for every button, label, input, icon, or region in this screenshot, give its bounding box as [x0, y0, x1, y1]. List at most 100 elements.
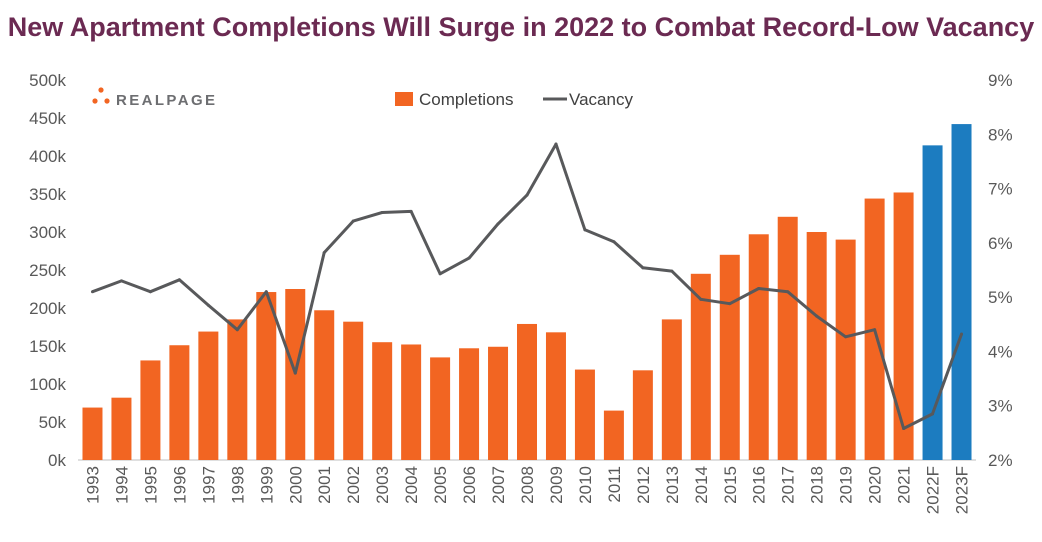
completions-bar [517, 323, 537, 460]
legend-vacancy-label: Vacancy [569, 90, 633, 109]
completions-bar [111, 397, 132, 460]
vacancy-point [902, 427, 906, 431]
x-tick-label: 2017 [779, 466, 798, 504]
left-y-tick-label: 100k [29, 375, 66, 394]
left-y-tick-label: 50k [39, 413, 67, 432]
chart-title: New Apartment Completions Will Surge in … [7, 12, 1035, 42]
right-y-tick-label: 2% [988, 451, 1013, 470]
x-tick-label: 2000 [286, 466, 305, 504]
realpage-logo: REALPAGE [92, 87, 217, 109]
completions-bar [198, 331, 219, 460]
vacancy-point [177, 278, 181, 282]
x-tick-label: 2019 [837, 466, 856, 504]
vacancy-point [351, 219, 355, 223]
vacancy-point [583, 228, 587, 232]
x-tick-label: 2014 [692, 466, 711, 504]
x-tick-label: 1994 [112, 466, 131, 504]
completions-bar [488, 346, 509, 460]
x-tick-label: 2001 [315, 466, 334, 504]
right-y-tick-label: 3% [988, 397, 1013, 416]
right-y-axis: 2% 3% 4% 5% 6% 7% 8% 9% [988, 71, 1013, 470]
x-tick-label: 2010 [576, 466, 595, 504]
x-tick-label: 2023F [953, 466, 972, 514]
completions-bar [603, 410, 624, 460]
completions-bar [430, 357, 451, 460]
left-y-tick-label: 400k [29, 147, 66, 166]
right-y-tick-label: 5% [988, 288, 1013, 307]
vacancy-point [815, 314, 819, 318]
x-tick-label: 1996 [170, 466, 189, 504]
vacancy-point [931, 412, 935, 416]
completions-bar [574, 369, 595, 460]
vacancy-point [148, 290, 152, 294]
vacancy-point [496, 222, 500, 226]
completions-forecast-bar [951, 124, 972, 460]
completions-bar [256, 292, 277, 460]
right-y-tick-label: 9% [988, 71, 1013, 90]
vacancy-point [119, 279, 123, 283]
completions-bar [401, 344, 422, 460]
x-tick-label: 1995 [141, 466, 160, 504]
right-y-tick-label: 4% [988, 342, 1013, 361]
x-tick-label: 2011 [605, 466, 624, 503]
x-tick-label: 2022F [924, 466, 943, 514]
vacancy-point [641, 266, 645, 270]
vacancy-point [438, 272, 442, 276]
completions-bar [459, 348, 480, 460]
vacancy-point [525, 193, 529, 197]
vacancy-point [409, 209, 413, 213]
x-tick-label: 2013 [663, 466, 682, 504]
completions-bar [314, 310, 335, 460]
vacancy-point [467, 256, 471, 260]
completions-bar [632, 370, 653, 460]
legend-completions-swatch [395, 92, 413, 106]
right-y-tick-label: 7% [988, 180, 1013, 199]
right-y-tick-label: 8% [988, 125, 1013, 144]
completions-forecast-bar [922, 145, 943, 461]
x-tick-label: 2004 [402, 466, 421, 504]
vacancy-point [322, 251, 326, 255]
x-tick-label: 2021 [895, 466, 914, 504]
x-tick-label: 2006 [460, 466, 479, 504]
vacancy-point [293, 371, 297, 375]
completions-bar [835, 239, 856, 460]
left-y-tick-label: 200k [29, 299, 66, 318]
completions-bar [777, 216, 798, 460]
completions-bar [227, 319, 248, 460]
x-tick-label: 2016 [750, 466, 769, 504]
x-tick-label: 2015 [721, 466, 740, 504]
vacancy-point [612, 240, 616, 244]
left-y-tick-label: 250k [29, 261, 66, 280]
logo-text: REALPAGE [116, 92, 217, 109]
completions-bar [806, 232, 827, 460]
left-y-tick-label: 500k [29, 71, 66, 90]
completions-bar [661, 319, 682, 460]
vacancy-point [264, 290, 268, 294]
vacancy-point [786, 290, 790, 294]
left-y-axis: 0k 50k 100k 150k 200k 250k 300k 350k 400k 450k 500… [29, 71, 66, 470]
left-y-tick-label: 350k [29, 185, 66, 204]
x-tick-label: 2018 [808, 466, 827, 504]
vacancy-point [380, 210, 384, 214]
x-tick-label: 1999 [257, 466, 276, 504]
vacancy-point [757, 286, 761, 290]
completions-bar [893, 192, 914, 461]
vacancy-series [90, 142, 964, 431]
vacancy-point [873, 328, 877, 332]
completions-bar [690, 273, 711, 460]
x-tick-label: 2002 [344, 466, 363, 504]
legend-completions-label: Completions [419, 90, 514, 109]
realpage-dots-icon [92, 87, 110, 104]
vacancy-point [90, 290, 94, 294]
left-y-tick-label: 0k [48, 451, 66, 470]
completions-bar [372, 342, 393, 460]
x-tick-label: 2007 [489, 466, 508, 504]
legend: Completions Vacancy [395, 90, 633, 109]
vacancy-point [206, 303, 210, 307]
completions-bar [343, 321, 364, 460]
vacancy-point [554, 142, 558, 146]
x-tick-label: 1998 [228, 466, 247, 504]
completions-bar [140, 360, 161, 460]
completions-bar [545, 332, 566, 460]
left-y-tick-label: 150k [29, 337, 66, 356]
